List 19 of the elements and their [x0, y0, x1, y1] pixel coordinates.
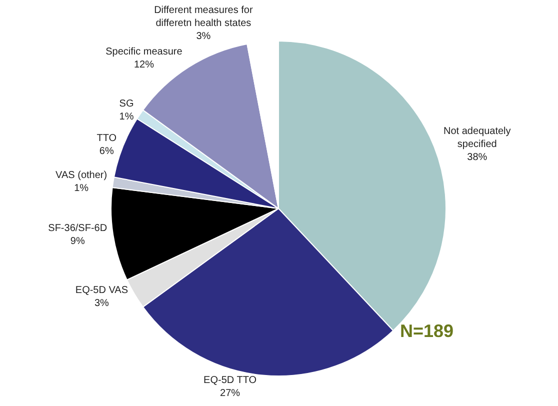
slice-label: Not adequately specified — [443, 126, 511, 150]
data-label: 3% — [94, 298, 110, 309]
data-label: 3% — [196, 30, 211, 42]
slice-label: SF-36/SF-6D — [48, 222, 108, 234]
slice-label: EQ-5D TTO — [204, 375, 257, 386]
data-label: 12% — [134, 60, 154, 71]
slice-label: TTO — [96, 133, 117, 144]
data-label: 6% — [99, 146, 114, 158]
slice-label: SG — [119, 98, 134, 110]
slice-label: VAS (other) — [56, 170, 108, 182]
data-label: 27% — [220, 388, 240, 400]
slice-label: Specific measure — [106, 46, 183, 58]
data-label: 38% — [467, 152, 488, 163]
data-label: 1% — [74, 183, 89, 194]
text: N=189 — [400, 321, 454, 341]
slice-label: Different measures for differetn health states — [154, 4, 254, 29]
slice-label: EQ-5D VAS — [75, 284, 128, 296]
data-label: 1% — [119, 112, 134, 123]
data-label: 9% — [70, 236, 85, 247]
